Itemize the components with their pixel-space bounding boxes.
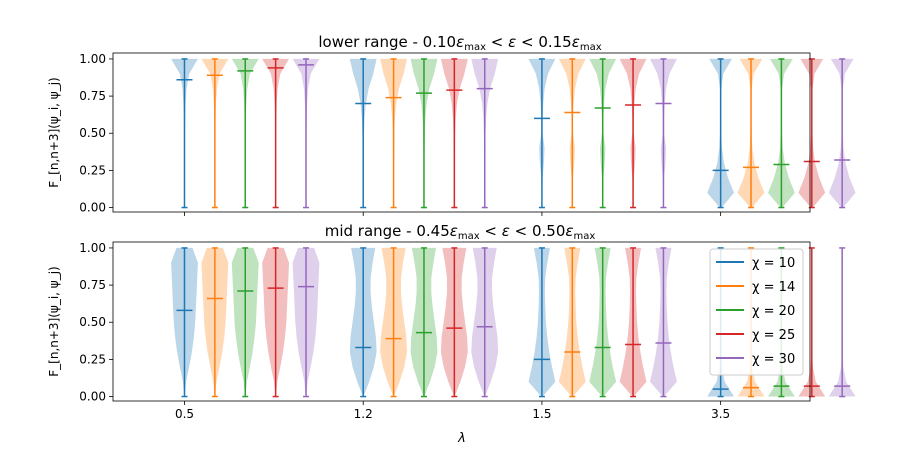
y-tick-label: 0.50 (79, 315, 106, 329)
y-tick-label: 0.75 (79, 89, 106, 103)
panel-title-lower: lower range - 0.10εmax < ε < 0.15εmax (318, 33, 601, 53)
axes-frame (112, 241, 811, 402)
panel-mid-range: mid range - 0.45εmax < ε < 0.50εmax 0.00… (47, 222, 856, 421)
y-tick-label: 0.00 (79, 201, 106, 215)
legend-label: χ = 30 (752, 352, 795, 367)
y-tick-label: 1.00 (79, 52, 106, 66)
x-tick-label: 0.5 (175, 407, 194, 421)
panel-title-mid: mid range - 0.45εmax < ε < 0.50εmax (325, 222, 596, 242)
y-tick-label: 0.25 (79, 352, 106, 366)
legend-label: χ = 20 (752, 304, 795, 319)
y-axis-label: F_[n,n+3](ψ_i, ψ_j) (47, 266, 61, 376)
x-tick-label: 1.5 (532, 407, 551, 421)
x-tick-label: 1.2 (354, 407, 373, 421)
y-axis-label: F_[n,n+3](ψ_i, ψ_j) (47, 77, 61, 187)
axes-frame (112, 52, 811, 213)
x-axis-label: λ (457, 431, 466, 446)
panel-lower-range: lower range - 0.10εmax < ε < 0.15εmax 0.… (47, 33, 856, 216)
y-tick-label: 0.50 (79, 126, 106, 140)
x-tick-label: 3.5 (711, 407, 730, 421)
legend-label: χ = 10 (752, 256, 795, 271)
y-tick-label: 0.00 (79, 390, 106, 404)
y-tick-label: 0.25 (79, 163, 106, 177)
legend-box (709, 248, 804, 376)
y-tick-label: 1.00 (79, 241, 106, 255)
legend-label: χ = 25 (752, 328, 795, 343)
legend-label: χ = 14 (752, 280, 795, 295)
legend: χ = 10 χ = 14 χ = 20 χ = 25 χ = 30 (709, 248, 804, 376)
y-tick-label: 0.75 (79, 278, 106, 292)
